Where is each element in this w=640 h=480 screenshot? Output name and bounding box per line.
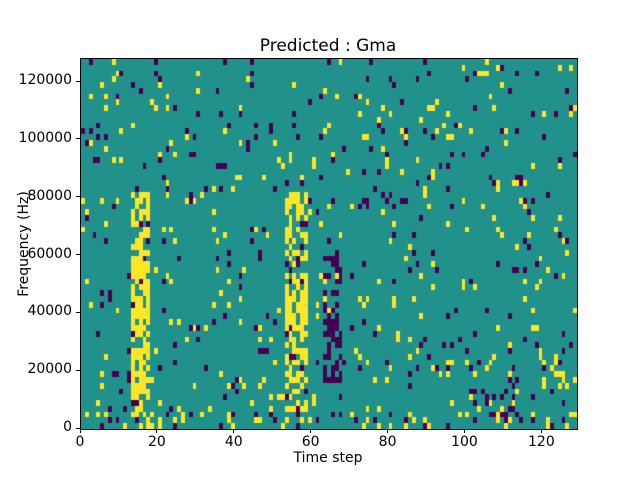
x-tick-mark <box>79 429 81 433</box>
x-tick-label: 0 <box>75 434 85 450</box>
y-tick-mark <box>76 369 80 371</box>
plot-area <box>80 58 578 430</box>
y-tick-label: 60000 <box>27 245 72 262</box>
x-tick-mark <box>463 429 465 433</box>
x-tick-mark <box>233 429 235 433</box>
x-tick-label: 40 <box>224 434 243 450</box>
x-tick-label: 100 <box>451 434 478 450</box>
y-tick-label: 40000 <box>27 303 72 320</box>
x-tick-mark <box>387 429 389 433</box>
y-tick-label: 80000 <box>27 187 72 204</box>
x-tick-mark <box>156 429 158 433</box>
y-tick-mark <box>76 196 80 198</box>
y-tick-mark <box>76 254 80 256</box>
y-tick-mark <box>76 311 80 313</box>
plot-title: Predicted : Gma <box>259 36 397 56</box>
x-tick-label: 20 <box>147 434 166 450</box>
x-axis-label: Time step <box>293 450 363 466</box>
y-tick-mark <box>76 138 80 140</box>
x-tick-mark <box>310 429 312 433</box>
y-tick-label: 100000 <box>18 129 72 146</box>
y-tick-label: 0 <box>63 419 72 435</box>
y-tick-mark <box>76 80 80 82</box>
x-tick-mark <box>540 429 542 433</box>
y-tick-label: 20000 <box>27 361 72 378</box>
y-tick-label: 120000 <box>18 72 72 89</box>
x-tick-label: 120 <box>528 434 555 450</box>
heatmap-canvas <box>81 59 577 429</box>
y-tick-mark <box>76 427 80 429</box>
x-tick-label: 60 <box>301 434 320 450</box>
x-tick-label: 80 <box>378 434 397 450</box>
